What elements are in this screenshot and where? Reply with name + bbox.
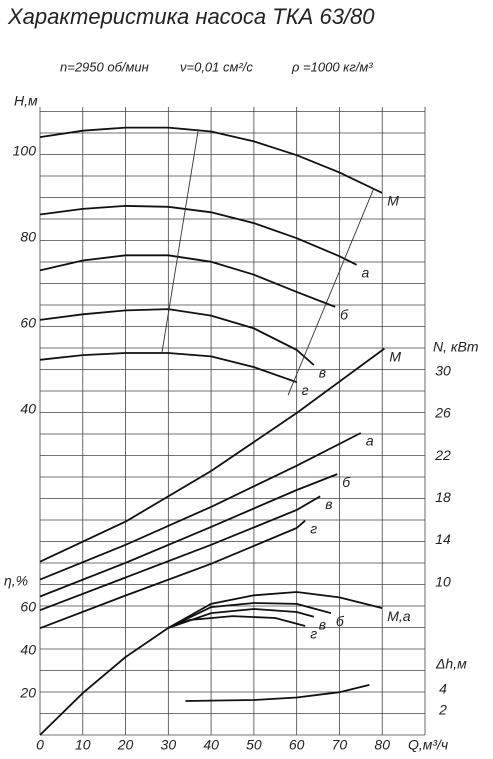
series-label: в xyxy=(319,616,326,632)
y-tick-label: 100 xyxy=(13,143,37,159)
series-label: M xyxy=(387,193,399,209)
series-label: г xyxy=(310,520,317,536)
curve xyxy=(39,473,338,598)
x-tick-label: 10 xyxy=(75,737,91,753)
y-axis-label: η,% xyxy=(4,573,28,589)
y-tick-label: 2 xyxy=(438,702,447,718)
y-tick-label: 22 xyxy=(434,447,451,463)
range-line xyxy=(161,129,199,354)
y-tick-label: 14 xyxy=(435,531,451,547)
chart-title: Характеристика насоса ТКА 63/80 xyxy=(7,4,375,29)
y-tick-label: 4 xyxy=(439,681,447,697)
curve xyxy=(39,126,383,194)
y-axis-label: Δh,м xyxy=(435,656,467,672)
curve xyxy=(167,602,332,629)
curve xyxy=(168,608,315,629)
y-tick-label: 26 xyxy=(434,405,451,421)
series-label: M xyxy=(389,348,401,364)
series-label: б xyxy=(336,613,345,629)
series-label: в xyxy=(319,365,326,381)
x-tick-label: 20 xyxy=(117,737,134,753)
curve xyxy=(39,495,321,612)
x-tick-label: 70 xyxy=(332,737,348,753)
y-tick-label: 60 xyxy=(20,599,36,615)
series-label: в xyxy=(325,496,332,512)
subtitle: ν=0,01 см²/с xyxy=(180,59,253,74)
series-label: а xyxy=(362,265,370,281)
curve xyxy=(167,615,306,629)
x-tick-label: 60 xyxy=(289,737,305,753)
series-label: г xyxy=(302,382,309,398)
series-label: б xyxy=(340,307,349,323)
series-label: б xyxy=(342,474,351,490)
curve xyxy=(185,684,370,702)
curve xyxy=(39,519,306,630)
x-tick-label: 40 xyxy=(203,737,219,753)
y-tick-label: 10 xyxy=(435,573,451,589)
subtitle: n=2950 об/мин xyxy=(60,59,149,74)
x-tick-label: 0 xyxy=(36,737,44,753)
curve xyxy=(39,347,385,563)
curve xyxy=(39,254,336,308)
subtitle: ρ =1000 кг/м³ xyxy=(291,59,373,74)
y-tick-label: 20 xyxy=(19,685,36,701)
x-tick-label: 50 xyxy=(246,737,262,753)
curve xyxy=(39,352,297,384)
series-label: а xyxy=(366,433,374,449)
y-axis-label: H,м xyxy=(14,93,38,109)
y-tick-label: 40 xyxy=(20,642,36,658)
series-label: M,а xyxy=(387,608,411,624)
y-tick-label: 18 xyxy=(435,489,451,505)
y-axis-label: N, кВт xyxy=(433,339,479,355)
y-tick-label: 40 xyxy=(20,401,36,417)
x-tick-label: 80 xyxy=(374,737,390,753)
curve xyxy=(39,432,362,581)
series-label: г xyxy=(310,626,317,642)
x-tick-label: 30 xyxy=(161,737,177,753)
y-tick-label: 80 xyxy=(20,229,36,245)
range-line xyxy=(287,188,375,396)
curve xyxy=(39,308,315,366)
curve xyxy=(39,591,383,736)
y-tick-label: 60 xyxy=(20,315,36,331)
curve xyxy=(39,204,358,266)
x-axis-label: Q,м³/ч xyxy=(408,737,448,753)
y-tick-label: 30 xyxy=(435,362,451,378)
